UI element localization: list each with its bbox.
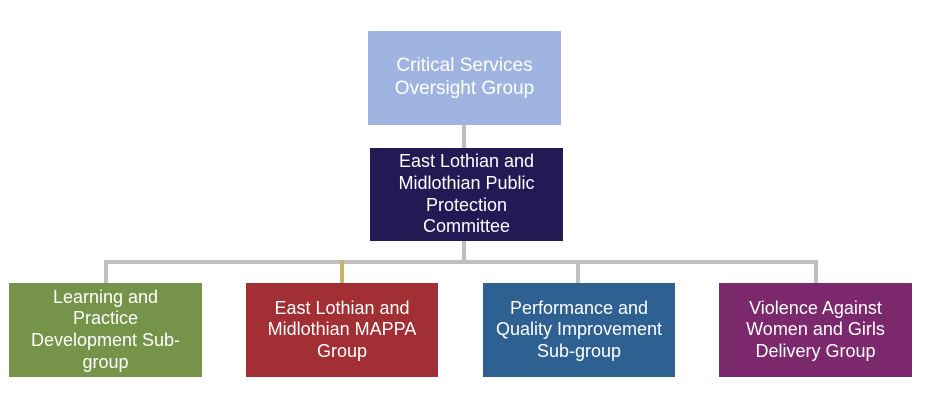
violence-against-women-girls-label: Violence Against Women and Girls Deliver…: [746, 297, 885, 361]
connector-group-1: [104, 260, 108, 283]
learning-practice-development-label: Learning and Practice Development Sub-gr…: [30, 286, 181, 372]
critical-services-oversight-group-box: Critical Services Oversight Group: [368, 31, 561, 125]
violence-against-women-girls-box: Violence Against Women and Girls Deliver…: [719, 283, 912, 377]
public-protection-committee-label: East Lothian and Midlothian Public Prote…: [398, 151, 535, 237]
connector-group-2: [340, 260, 344, 283]
performance-quality-improvement-label: Performance and Quality Improvement Sub-…: [495, 297, 663, 361]
mappa-group-label: East Lothian and Midlothian MAPPA Group: [267, 297, 417, 361]
connector-group-3: [576, 260, 580, 283]
critical-services-oversight-group-label: Critical Services Oversight Group: [394, 55, 535, 99]
connector-group-4: [814, 260, 818, 283]
performance-quality-improvement-box: Performance and Quality Improvement Sub-…: [483, 283, 675, 377]
mappa-group-box: East Lothian and Midlothian MAPPA Group: [246, 283, 438, 377]
connector-middle-bus: [462, 241, 466, 261]
connector-top-middle: [462, 125, 466, 149]
connector-horizontal-bus: [104, 260, 818, 264]
learning-practice-development-box: Learning and Practice Development Sub-gr…: [9, 283, 202, 377]
public-protection-committee-box: East Lothian and Midlothian Public Prote…: [370, 148, 563, 241]
